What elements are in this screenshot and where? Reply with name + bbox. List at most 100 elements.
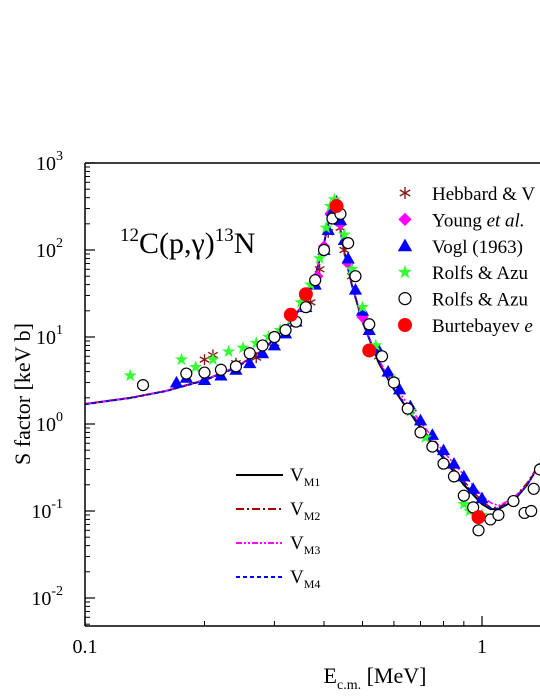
data-point — [337, 227, 351, 241]
data-point — [507, 494, 520, 508]
data-point — [279, 324, 292, 337]
data-point — [327, 192, 342, 206]
data-point — [363, 318, 376, 331]
data-point — [426, 440, 439, 453]
data-point — [243, 347, 256, 360]
y-tick-label: 10-1 — [31, 497, 63, 523]
data-point — [436, 443, 451, 456]
data-point — [299, 301, 312, 314]
y-tick-label: 100 — [36, 410, 63, 436]
data-point — [413, 413, 428, 426]
data-point — [222, 344, 236, 358]
data-point — [418, 430, 432, 444]
data-point — [457, 469, 471, 482]
x-tick-label: 0.1 — [73, 636, 98, 658]
legend-item-5: Burtebayev e — [398, 316, 533, 337]
data-point — [341, 251, 355, 264]
legend-model-label: VM1 — [290, 465, 320, 489]
data-point — [349, 270, 362, 283]
data-point — [249, 336, 263, 349]
data-point — [206, 352, 220, 366]
data-point — [348, 283, 363, 295]
series-5 — [283, 199, 486, 525]
legend-marker — [398, 318, 412, 332]
data-point — [381, 365, 395, 377]
data-point — [401, 402, 414, 415]
data-point — [533, 463, 540, 476]
data-point — [198, 366, 211, 379]
reaction-label-tail: N — [234, 227, 256, 260]
data-point — [256, 339, 269, 352]
data-point — [199, 354, 210, 366]
data-point — [457, 497, 471, 510]
data-point — [197, 373, 212, 386]
data-point — [342, 237, 355, 250]
legend-model-m3: VM3 — [236, 533, 320, 557]
series-4 — [136, 207, 540, 537]
legend-item-4: Rolfs & Azu — [398, 290, 529, 311]
data-point — [472, 524, 485, 537]
legend-label: Young et al. — [432, 210, 525, 231]
data-point — [369, 338, 383, 351]
data-point — [375, 350, 389, 363]
data-point — [466, 482, 480, 494]
data-point — [525, 504, 538, 518]
data-points — [123, 192, 540, 537]
data-point — [392, 382, 407, 395]
data-point — [414, 426, 427, 439]
x-axis-label-main: E — [324, 663, 337, 688]
data-point — [309, 274, 322, 287]
data-point — [527, 482, 540, 495]
legend-marker — [398, 292, 412, 306]
data-point — [447, 470, 461, 483]
x-axis-label-unit: [MeV] — [361, 663, 426, 688]
legend-model-m4: VM4 — [236, 567, 320, 591]
data-point — [243, 356, 257, 369]
data-point — [329, 199, 344, 214]
y-tick-label: 103 — [36, 149, 63, 175]
data-point — [457, 489, 470, 502]
data-point — [236, 340, 250, 354]
y-axis-label: S factor [keV b] — [10, 323, 35, 465]
legend-label: Burtebayev e — [432, 316, 533, 337]
x-tick-label: 1 — [477, 636, 487, 658]
legend-label: Vogl (1963) — [432, 237, 523, 258]
data-point — [189, 360, 203, 373]
data-point — [174, 352, 189, 366]
data-point — [136, 378, 150, 392]
data-point — [362, 343, 377, 358]
data-point — [268, 330, 281, 344]
data-point — [319, 220, 333, 234]
data-point — [313, 251, 327, 264]
legend-label: Hebbard & V — [432, 184, 535, 205]
data-point — [317, 243, 331, 257]
legend-model-label: VM4 — [290, 567, 320, 591]
data-point — [298, 287, 313, 302]
reaction-label: 12C(p,γ)13N — [120, 225, 255, 260]
data-point — [345, 262, 359, 275]
data-point — [492, 508, 505, 522]
legend-label: Rolfs & Azu — [432, 263, 529, 284]
data-point — [255, 346, 270, 359]
data-point — [229, 360, 243, 373]
legend-item-3: Rolfs & Azu — [397, 263, 529, 284]
x-axis-label: Ec.m. [MeV] — [324, 663, 427, 693]
data-point — [123, 368, 137, 382]
data-point — [169, 375, 184, 388]
data-point — [475, 491, 489, 504]
legend-label: Rolfs & Azu — [432, 290, 529, 311]
legend-model-m1: VM1 — [236, 465, 320, 489]
y-tick-label: 10-2 — [31, 584, 63, 610]
legend-marker — [397, 264, 413, 279]
legend-model-m2: VM2 — [236, 499, 320, 523]
data-point — [387, 376, 401, 389]
data-point — [267, 338, 282, 351]
legend-data: Hebbard & V Young et al. Vogl (1963) Rolfs … — [397, 184, 535, 337]
reaction-label-post: 13 — [215, 225, 234, 246]
legend-model-label: VM3 — [290, 533, 320, 557]
y-tick-label: 102 — [36, 236, 63, 262]
legend-marker — [399, 187, 411, 199]
data-point — [471, 510, 486, 525]
reaction-label-pre: 12 — [120, 225, 139, 246]
